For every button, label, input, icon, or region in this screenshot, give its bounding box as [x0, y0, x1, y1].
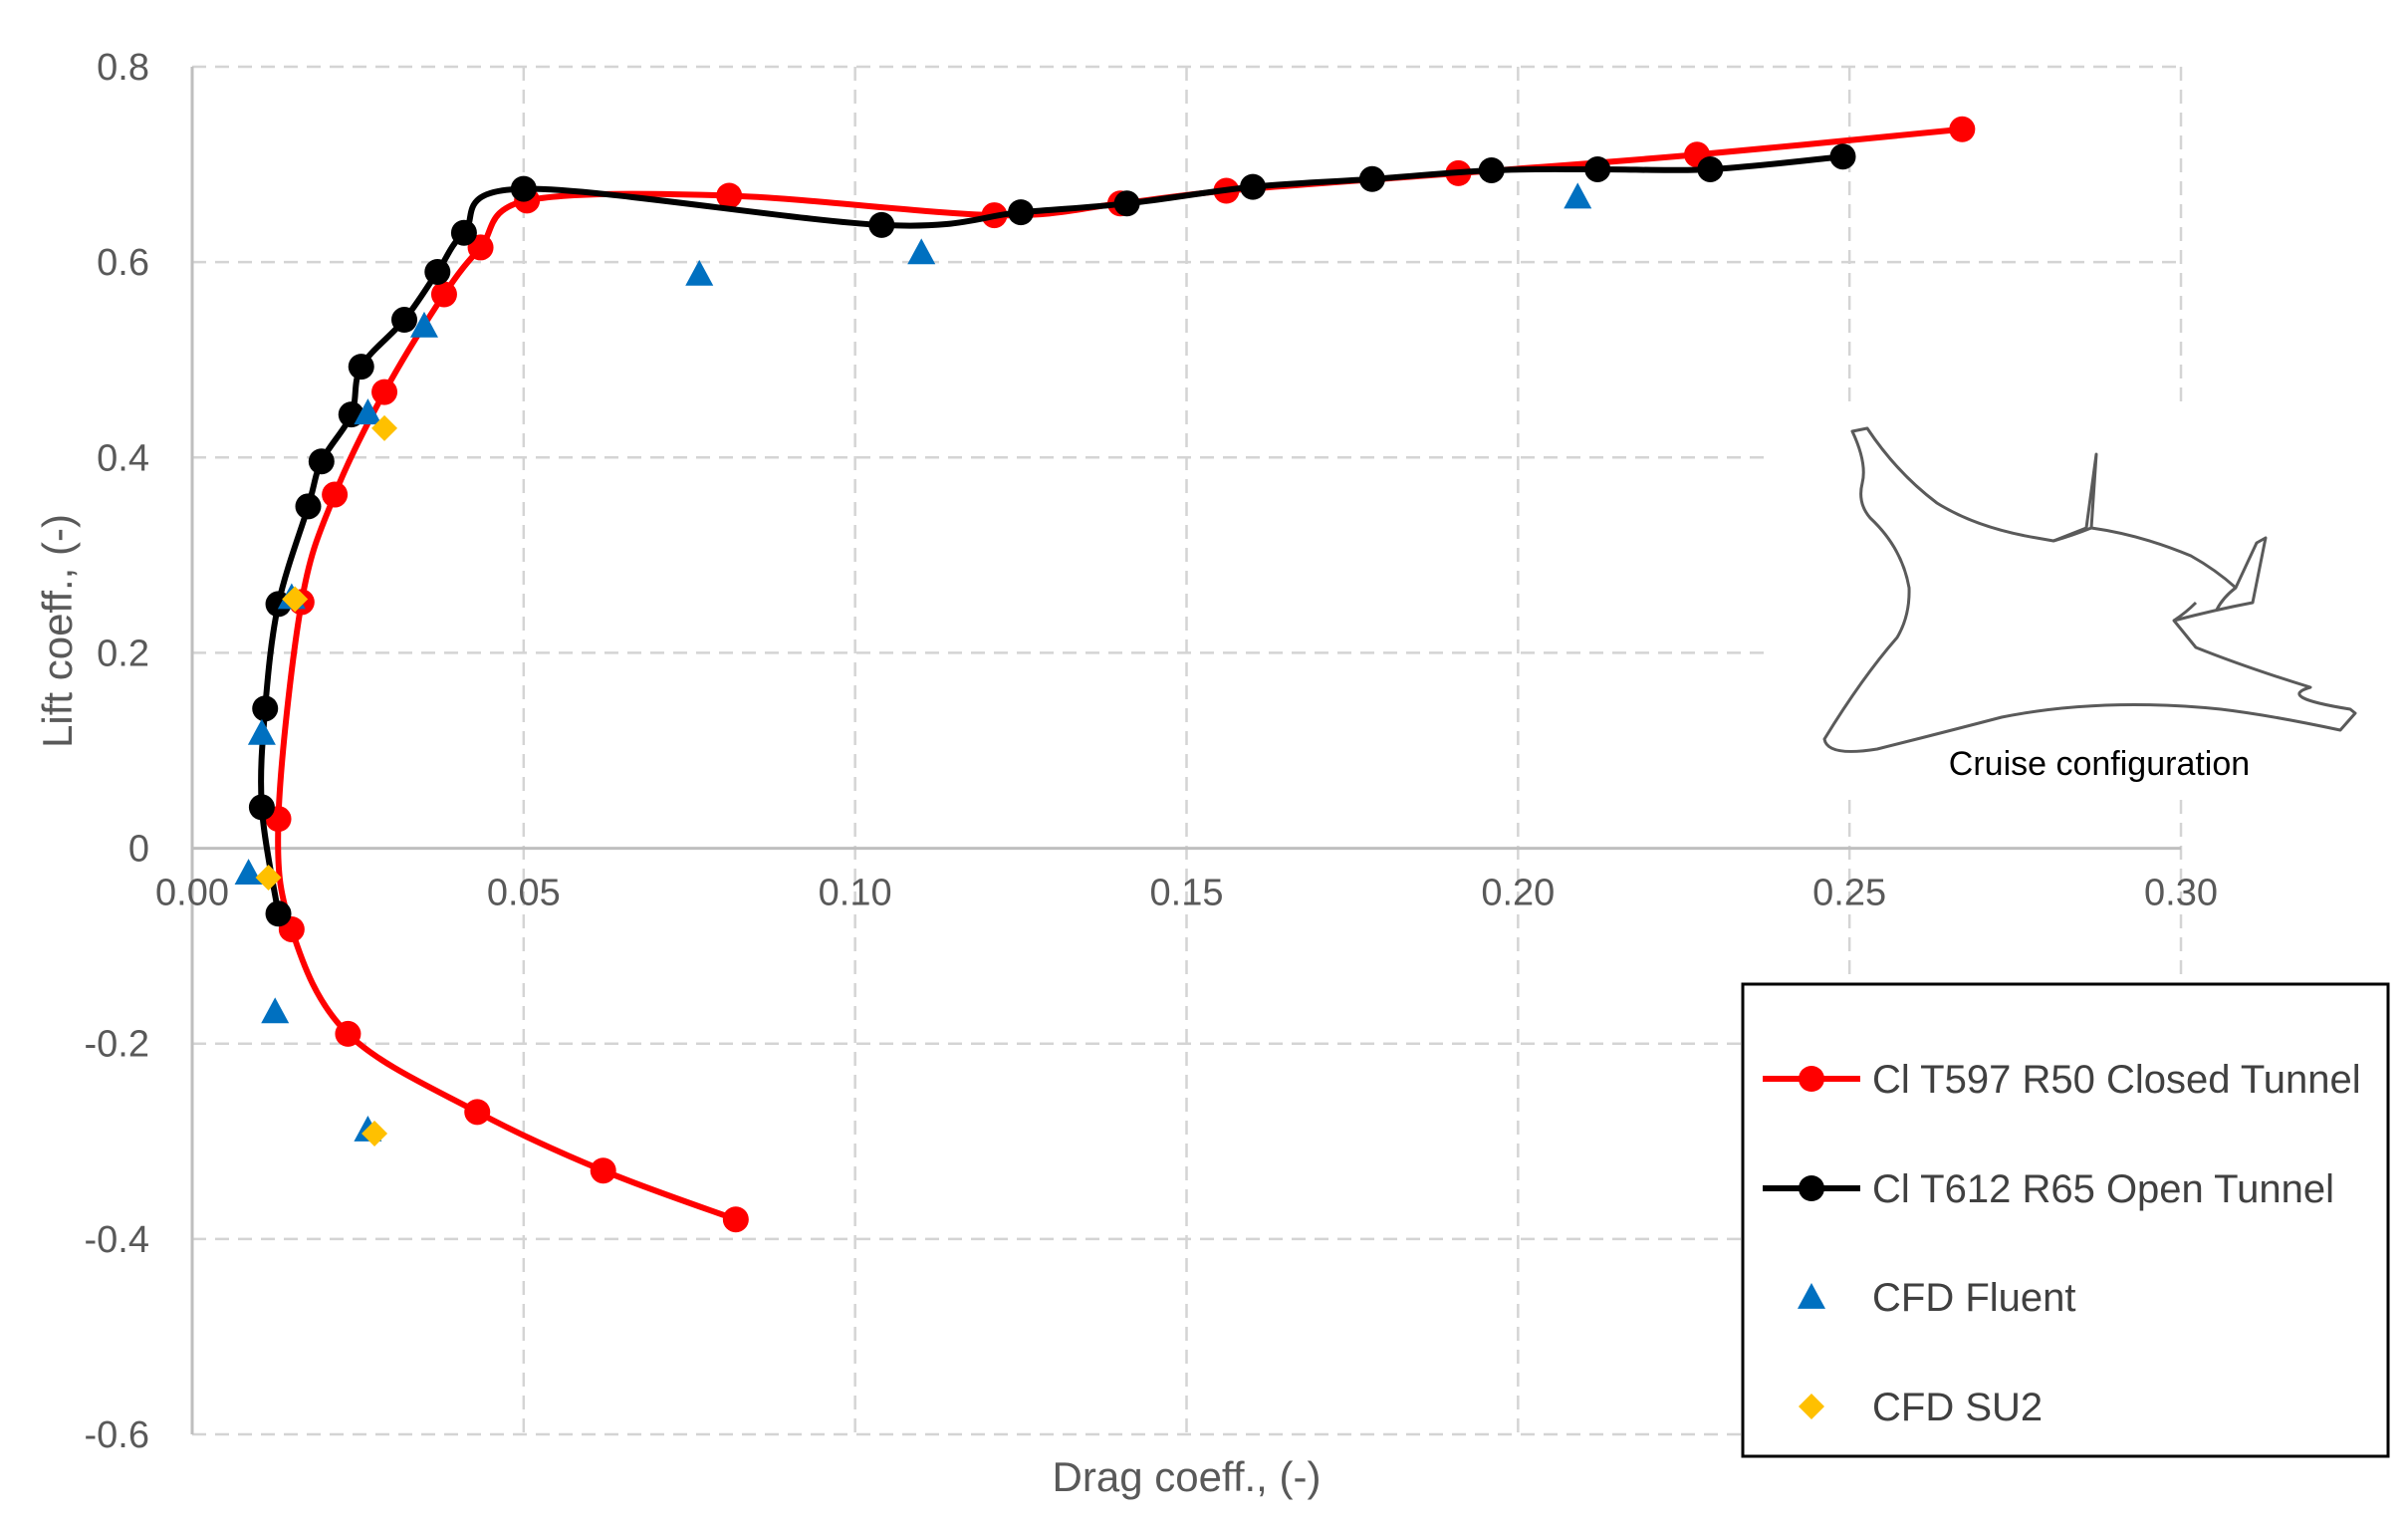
- legend-marker-swatch: [1799, 1066, 1824, 1092]
- aircraft-outline-icon: [1822, 426, 2357, 753]
- y-tick-label: -0.6: [85, 1414, 149, 1456]
- series-1-line: [275, 126, 1966, 1223]
- x-tick-label: 0.30: [2144, 873, 2218, 914]
- series-1-point: [1949, 116, 1976, 142]
- series-2-point: [1358, 165, 1385, 192]
- series-2-point: [348, 354, 374, 381]
- x-tick-label: 0.15: [1150, 873, 1224, 914]
- series-4: [255, 414, 398, 1146]
- series-3-point: [1564, 182, 1592, 209]
- series-2-point: [295, 493, 322, 520]
- y-tick-label: 0.2: [97, 633, 149, 674]
- legend: Cl T597 R50 Closed Tunnel Cl T612 R65 Ope…: [1741, 982, 2390, 1458]
- series-2-line: [258, 153, 1846, 917]
- y-tick-label: -0.2: [85, 1024, 149, 1066]
- legend-marker-swatch: [1798, 1283, 1825, 1309]
- x-tick-label: 0.00: [155, 873, 229, 914]
- series-2-point: [1829, 143, 1856, 170]
- legend-entry-1: Cl T597 R50 Closed Tunnel: [1763, 1058, 2361, 1102]
- aircraft-inset: Cruise configuration: [1773, 403, 2370, 797]
- series-2-point: [1240, 173, 1267, 200]
- legend-box: [1741, 982, 2390, 1458]
- series-1-point: [430, 281, 457, 308]
- legend-entry-3: CFD Fluent: [1798, 1276, 2076, 1320]
- series-3-point: [354, 398, 382, 425]
- series-2-point: [424, 258, 451, 285]
- y-tick-label: 0.6: [97, 242, 149, 284]
- series-4-point: [255, 864, 282, 891]
- y-axis-title: Lift coeff., (-): [34, 514, 81, 748]
- x-tick-label: 0.10: [819, 873, 892, 914]
- y-tick-label: 0.4: [97, 437, 149, 479]
- legend-label: CFD SU2: [1872, 1386, 2043, 1429]
- series-2-point: [450, 219, 477, 246]
- series-2: [248, 143, 1856, 927]
- series-3-point: [907, 238, 936, 265]
- series-2-point: [1478, 156, 1505, 183]
- x-axis-title: Drag coeff., (-): [1053, 1453, 1322, 1500]
- legend-entry-4: CFD SU2: [1799, 1386, 2043, 1429]
- series-4-point: [361, 1120, 388, 1146]
- series-2-point: [308, 448, 335, 475]
- series-4-point: [282, 586, 309, 613]
- legend-marker-swatch: [1799, 1175, 1824, 1201]
- legend-label: Cl T597 R50 Closed Tunnel: [1872, 1058, 2361, 1102]
- series-2-point: [391, 307, 418, 334]
- data-series: [234, 116, 1976, 1233]
- series-1-point: [722, 1206, 749, 1233]
- legend-entry-2: Cl T612 R65 Open Tunnel: [1763, 1167, 2334, 1211]
- series-2-point: [1584, 155, 1611, 182]
- series-2-point: [868, 211, 895, 238]
- series-2-point: [1697, 155, 1724, 182]
- series-2-point: [252, 695, 279, 722]
- series-1-point: [590, 1157, 616, 1184]
- x-tick-label: 0.20: [1481, 873, 1555, 914]
- legend-label: CFD Fluent: [1872, 1276, 2076, 1320]
- series-2-point: [248, 794, 275, 821]
- series-3-point: [234, 859, 263, 885]
- series-2-point: [510, 175, 537, 202]
- series-1-point: [464, 1099, 491, 1126]
- series-3-point: [261, 997, 290, 1024]
- series-1-point: [467, 234, 494, 261]
- series-3: [234, 182, 1592, 1142]
- series-3-point: [685, 259, 714, 286]
- x-tick-label: 0.05: [487, 873, 561, 914]
- legend-marker-swatch: [1799, 1394, 1824, 1419]
- series-3-point: [247, 718, 276, 745]
- series-4-point: [371, 414, 398, 441]
- y-tick-label: 0.8: [97, 47, 149, 89]
- series-1: [265, 116, 1976, 1233]
- series-3-point: [409, 311, 438, 338]
- series-1-point: [371, 379, 398, 405]
- grid-lines: [192, 65, 2183, 1436]
- series-2-point: [265, 900, 292, 927]
- y-tick-label: 0: [128, 829, 149, 871]
- series-1-point: [335, 1020, 361, 1047]
- y-tick-label: -0.4: [85, 1219, 149, 1261]
- series-2-point: [1113, 190, 1140, 217]
- series-2-point: [1008, 199, 1035, 226]
- series-1-point: [322, 481, 349, 508]
- x-tick-label: 0.25: [1812, 873, 1886, 914]
- axes: 0.00 0.05 0.10 0.15 0.20 0.25 0.300.80.60.40.2…: [34, 47, 2218, 1500]
- inset-caption: Cruise configuration: [1949, 745, 2250, 783]
- series-1-point: [716, 182, 743, 209]
- legend-label: Cl T612 R65 Open Tunnel: [1872, 1167, 2334, 1211]
